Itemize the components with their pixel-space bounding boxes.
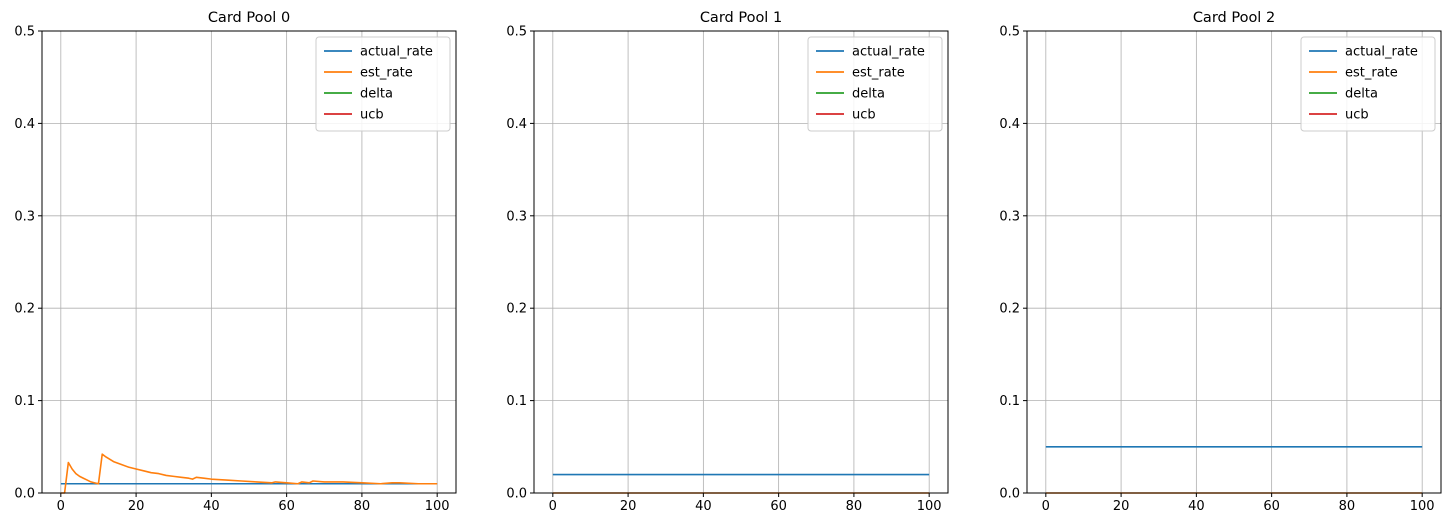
y-tick-label: 0.5: [999, 25, 1020, 40]
legend-label-delta: delta: [852, 87, 885, 102]
legend-label-est_rate: est_rate: [1345, 66, 1398, 81]
legend-label-actual_rate: actual_rate: [852, 45, 925, 60]
legend-box: [807, 36, 943, 132]
x-tick-label: 60: [770, 499, 787, 514]
legend-box: [315, 36, 451, 132]
legend-box: [1300, 36, 1436, 132]
y-tick-label: 0.3: [506, 209, 527, 224]
chart-title: Card Pool 2: [1193, 10, 1275, 26]
x-tick-label: 80: [846, 499, 863, 514]
x-tick-label: 80: [354, 499, 371, 514]
x-tick-label: 40: [695, 499, 712, 514]
legend-label-est_rate: est_rate: [360, 66, 413, 81]
legend-label-delta: delta: [1345, 87, 1378, 102]
y-tick-label: 0.4: [506, 117, 527, 132]
x-tick-label: 20: [620, 499, 637, 514]
axes-frame: [1026, 30, 1442, 494]
y-tick-label: 0.4: [14, 117, 35, 132]
x-tick-label: 0: [549, 499, 557, 514]
y-tick-label: 0.5: [14, 25, 35, 40]
axes-frame: [533, 30, 949, 494]
y-tick-label: 0.3: [999, 209, 1020, 224]
legend-label-ucb: ucb: [360, 108, 384, 123]
series-line-est_rate: [60, 453, 438, 494]
axes-frame: [41, 30, 457, 494]
y-tick-label: 0.2: [14, 302, 35, 317]
x-tick-label: 100: [917, 499, 942, 514]
x-tick-label: 40: [1188, 499, 1205, 514]
x-tick-label: 100: [1410, 499, 1435, 514]
legend-label-actual_rate: actual_rate: [360, 45, 433, 60]
x-tick-label: 60: [278, 499, 295, 514]
y-tick-label: 0.1: [14, 394, 35, 409]
x-tick-label: 80: [1339, 499, 1356, 514]
y-tick-label: 0.0: [999, 487, 1020, 502]
y-tick-label: 0.1: [506, 394, 527, 409]
legend-label-actual_rate: actual_rate: [1345, 45, 1418, 60]
chart-panel-0: 0 20 40 60 80 100 0.0 0.1 0.2 0.3 0.4 0.5 Card Pool …: [14, 10, 457, 514]
legend-label-delta: delta: [360, 87, 393, 102]
chart-panel-1: 0 20 40 60 80 100 0.0 0.1 0.2 0.3 0.4 0.5 Card Pool …: [506, 10, 949, 514]
x-tick-label: 60: [1263, 499, 1280, 514]
y-tick-label: 0.0: [14, 487, 35, 502]
y-tick-label: 0.4: [999, 117, 1020, 132]
y-tick-label: 0.2: [506, 302, 527, 317]
chart-title: Card Pool 1: [700, 10, 782, 26]
legend-label-est_rate: est_rate: [852, 66, 905, 81]
chart-title: Card Pool 0: [208, 10, 290, 26]
x-tick-label: 100: [425, 499, 450, 514]
legend-label-ucb: ucb: [1345, 108, 1369, 123]
chart-panel-2: 0 20 40 60 80 100 0.0 0.1 0.2 0.3 0.4 0.5 Card Pool …: [999, 10, 1442, 514]
x-tick-label: 0: [57, 499, 65, 514]
y-tick-label: 0.2: [999, 302, 1020, 317]
y-tick-label: 0.1: [999, 394, 1020, 409]
x-tick-label: 20: [128, 499, 145, 514]
x-tick-label: 0: [1042, 499, 1050, 514]
y-tick-label: 0.5: [506, 25, 527, 40]
y-tick-label: 0.3: [14, 209, 35, 224]
legend-label-ucb: ucb: [852, 108, 876, 123]
x-tick-label: 20: [1113, 499, 1130, 514]
y-tick-label: 0.0: [506, 487, 527, 502]
x-tick-label: 40: [203, 499, 220, 514]
